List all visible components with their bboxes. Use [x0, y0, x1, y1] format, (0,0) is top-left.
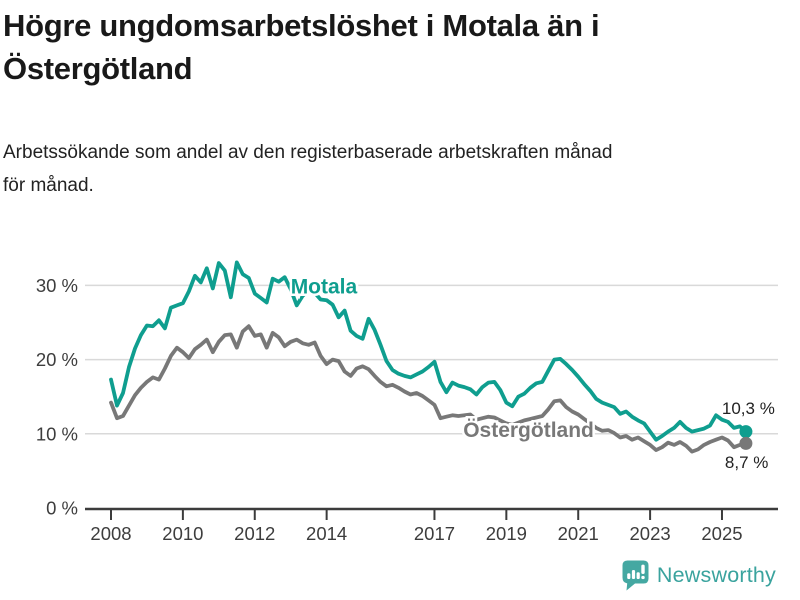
series-line-ostergotland	[109, 324, 748, 454]
chart-subtitle-line-1: Arbetssökande som andel av den registerb…	[3, 142, 613, 163]
x-axis-tick-label: 2010	[162, 523, 203, 544]
x-axis-tick-label: 2012	[234, 523, 275, 544]
chart-subtitle-line-2: för månad.	[3, 175, 94, 196]
x-axis-tick-label: 2017	[414, 523, 455, 544]
newsworthy-brand-name: Newsworthy	[656, 563, 776, 587]
series-end-value-ostergotland: 8,7 %	[725, 453, 768, 472]
series-label-ostergotland: Östergötland	[463, 419, 594, 442]
x-axis-tick-label: 2008	[90, 523, 131, 544]
page-title: Högre ungdomsarbetslöshet i Motala än i Ö…	[3, 4, 600, 90]
y-axis-tick-label: 10 %	[36, 423, 78, 444]
y-axis-tick-label: 20 %	[36, 349, 78, 370]
page-title-line-2: Östergötland	[3, 51, 193, 86]
y-axis-tick-label: 0 %	[46, 498, 78, 519]
newsworthy-logo-icon	[622, 560, 649, 591]
newsworthy-brand-link[interactable]: Newsworthy	[622, 560, 776, 591]
x-axis-tick-label: 2019	[486, 523, 527, 544]
x-axis-tick-label: 2014	[306, 523, 347, 544]
x-axis-tick-label: 2021	[558, 523, 599, 544]
series-line-motala	[109, 260, 748, 442]
series-end-dot-ostergotland	[739, 436, 753, 450]
series-end-dot-motala	[739, 425, 753, 439]
x-axis-tick-label: 2025	[701, 523, 742, 544]
series-label-motala: Motala	[291, 276, 358, 299]
series-end-value-motala: 10,3 %	[722, 399, 775, 418]
x-axis-tick-label: 2023	[630, 523, 671, 544]
y-axis-tick-label: 30 %	[36, 275, 78, 296]
chart-subtitle: Arbetssökande som andel av den registerb…	[3, 136, 612, 202]
page-title-line-1: Högre ungdomsarbetslöshet i Motala än i	[3, 8, 600, 43]
